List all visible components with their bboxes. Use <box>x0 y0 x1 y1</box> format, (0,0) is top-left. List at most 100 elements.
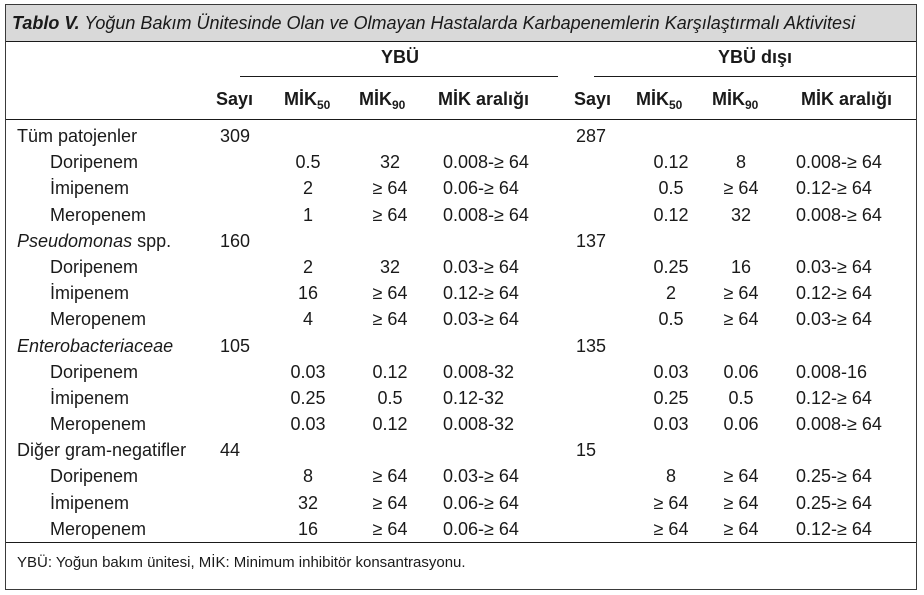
table-body: Tüm patojenler 309 287 Doripenem 0.5 32 0.008-… <box>6 123 916 542</box>
mik50-ybu: 0.5 <box>295 152 321 173</box>
mik50-ybu: 8 <box>302 466 313 487</box>
organism-name: Diğer gram-negatifler <box>17 437 186 463</box>
header-divider <box>6 119 916 120</box>
drug-name: Doripenem <box>50 254 138 280</box>
count-ybu-disi: 15 <box>576 440 597 461</box>
table-group-row: Pseudomonas spp. 160 137 <box>6 228 916 254</box>
mik50-ybu: 16 <box>297 283 319 304</box>
mik90-ybu: 32 <box>379 256 401 277</box>
table-row: Meropenem 16 ≥ 64 0.06-≥ 64 ≥ 64 ≥ 64 0.12-≥ 6… <box>6 516 916 542</box>
mik-range-ybu-disi: 0.03-≥ 64 <box>796 309 872 330</box>
row-name-text: Meropenem <box>50 309 147 330</box>
mik-range-ybu-disi: 0.25-≥ 64 <box>796 492 872 513</box>
table-row: Meropenem 0.03 0.12 0.008-32 0.03 0.06 0.008-≥… <box>6 411 916 437</box>
group-underline-ybu <box>240 76 558 77</box>
mik-range-ybu: 0.06-≥ 64 <box>443 178 519 199</box>
mik50-ybu-disi: 0.12 <box>653 152 689 173</box>
mik90-ybu-disi: 8 <box>735 152 746 173</box>
footer-divider <box>6 542 916 543</box>
table-title: Tablo V. Yoğun Bakım Ünitesinde Olan ve … <box>6 5 916 41</box>
mik90-ybu-disi: 0.5 <box>728 387 754 408</box>
header-mik-label: MİK <box>712 89 745 109</box>
mik90-ybu-disi: ≥ 64 <box>723 466 759 487</box>
mik90-ybu: ≥ 64 <box>372 178 408 199</box>
mik50-ybu: 0.03 <box>290 361 326 382</box>
mik90-ybu-disi: 32 <box>730 204 752 225</box>
header-sub-50: 50 <box>669 98 683 112</box>
mik50-ybu-disi: 0.5 <box>658 178 684 199</box>
table-row: İmipenem 0.25 0.5 0.12-32 0.25 0.5 0.12-≥ 64 <box>6 385 916 411</box>
header-mik-label: MİK <box>359 89 392 109</box>
count-ybu: 105 <box>220 335 251 356</box>
mik90-ybu: 32 <box>379 152 401 173</box>
row-name-text: İmipenem <box>50 178 130 199</box>
mik50-ybu-disi: ≥ 64 <box>653 518 689 539</box>
mik50-ybu-disi: 0.25 <box>653 387 689 408</box>
table-row: Doripenem 8 ≥ 64 0.03-≥ 64 8 ≥ 64 0.25-≥ 64 <box>6 463 916 489</box>
header-mik-label: MİK <box>284 89 317 109</box>
table-row: Doripenem 0.5 32 0.008-≥ 64 0.12 8 0.008-≥ 64 <box>6 149 916 175</box>
table-row: Doripenem 0.03 0.12 0.008-32 0.03 0.06 0.008-1… <box>6 359 916 385</box>
mik50-ybu-disi: 0.5 <box>658 309 684 330</box>
group-header-ybu: YBÜ <box>380 47 419 67</box>
mik90-ybu-disi: ≥ 64 <box>723 518 759 539</box>
header-mik50-ybu-disi: MİK50 <box>636 89 683 112</box>
mik-range-ybu: 0.12-≥ 64 <box>443 283 519 304</box>
mik-range-ybu: 0.008-≥ 64 <box>443 204 529 225</box>
group-header-ybu-disi: YBÜ dışı <box>717 47 792 67</box>
mik50-ybu: 0.25 <box>290 387 326 408</box>
row-name-text: İmipenem <box>50 283 130 304</box>
row-name-suffix: spp. <box>132 230 172 251</box>
mik90-ybu: ≥ 64 <box>372 466 408 487</box>
mik-range-ybu-disi: 0.008-≥ 64 <box>796 414 882 435</box>
table-caption: Yoğun Bakım Ünitesinde Olan ve Olmayan H… <box>84 13 856 33</box>
header-sayi-ybu: Sayı <box>216 89 254 109</box>
header-sayi-ybu-disi: Sayı <box>574 89 612 109</box>
count-ybu: 160 <box>220 230 251 251</box>
organism-name: Tüm patojenler <box>17 123 137 149</box>
mik50-ybu-disi: ≥ 64 <box>653 492 689 513</box>
table-label: Tablo V. <box>12 13 80 33</box>
mik90-ybu: ≥ 64 <box>372 518 408 539</box>
mik-range-ybu-disi: 0.12-≥ 64 <box>796 178 872 199</box>
row-name-text: İmipenem <box>50 387 130 408</box>
drug-name: Meropenem <box>50 202 146 228</box>
table-group-row: Tüm patojenler 309 287 <box>6 123 916 149</box>
table-row: İmipenem 16 ≥ 64 0.12-≥ 64 2 ≥ 64 0.12-≥ 64 <box>6 280 916 306</box>
row-name-text: Doripenem <box>50 361 139 382</box>
mik90-ybu-disi: 0.06 <box>723 414 759 435</box>
table-row: İmipenem 32 ≥ 64 0.06-≥ 64 ≥ 64 ≥ 64 0.25-≥ 64 <box>6 490 916 516</box>
mik90-ybu-disi: ≥ 64 <box>723 178 759 199</box>
mik90-ybu-disi: ≥ 64 <box>723 492 759 513</box>
table-row: Doripenem 2 32 0.03-≥ 64 0.25 16 0.03-≥ 64 <box>6 254 916 280</box>
row-name-text: İmipenem <box>50 492 130 513</box>
table-group-row: Diğer gram-negatifler 44 15 <box>6 437 916 463</box>
mik-range-ybu: 0.06-≥ 64 <box>443 518 519 539</box>
mik90-ybu-disi: 0.06 <box>723 361 759 382</box>
mik-range-ybu-disi: 0.008-16 <box>796 361 868 382</box>
mik90-ybu-disi: ≥ 64 <box>723 309 759 330</box>
mik50-ybu: 2 <box>302 256 313 277</box>
row-name-text: Meropenem <box>50 518 147 539</box>
mik90-ybu-disi: 16 <box>730 256 752 277</box>
drug-name: Meropenem <box>50 516 146 542</box>
mik50-ybu: 32 <box>297 492 319 513</box>
drug-name: İmipenem <box>50 175 129 201</box>
drug-name: İmipenem <box>50 280 129 306</box>
mik50-ybu: 16 <box>297 518 319 539</box>
mik-range-ybu-disi: 0.12-≥ 64 <box>796 387 872 408</box>
mik-range-ybu: 0.03-≥ 64 <box>443 309 519 330</box>
row-name-text: Meropenem <box>50 414 147 435</box>
mik50-ybu: 4 <box>302 309 313 330</box>
mik-range-ybu-disi: 0.12-≥ 64 <box>796 518 872 539</box>
organism-name: Pseudomonas spp. <box>17 228 171 254</box>
footnote: YBÜ: Yoğun bakım ünitesi, MİK: Minimum i… <box>17 554 466 571</box>
mik-range-ybu: 0.008-≥ 64 <box>443 152 529 173</box>
mik-range-ybu-disi: 0.008-≥ 64 <box>796 152 882 173</box>
mik-range-ybu: 0.03-≥ 64 <box>443 466 519 487</box>
mik-range-ybu: 0.06-≥ 64 <box>443 492 519 513</box>
mik-range-ybu-disi: 0.03-≥ 64 <box>796 256 872 277</box>
mik50-ybu-disi: 0.03 <box>653 414 689 435</box>
mik90-ybu: 0.12 <box>372 414 408 435</box>
table-row: Meropenem 1 ≥ 64 0.008-≥ 64 0.12 32 0.008-≥ 64 <box>6 202 916 228</box>
